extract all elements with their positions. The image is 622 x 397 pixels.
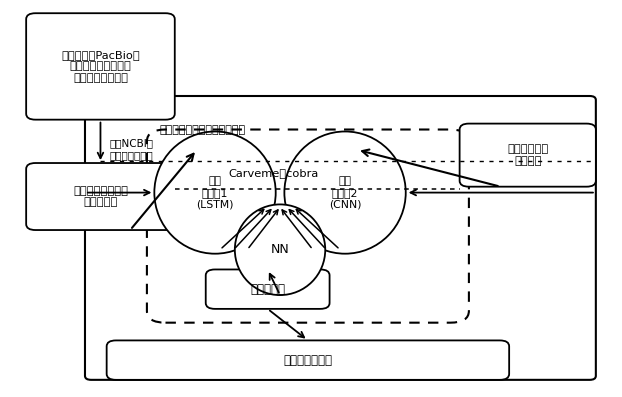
Text: 基因组规模的
代谢网络: 基因组规模的 代谢网络 [507, 145, 549, 166]
FancyBboxPatch shape [106, 340, 509, 380]
Text: 特征
提取器2
(CNN): 特征 提取器2 (CNN) [329, 176, 361, 209]
FancyBboxPatch shape [85, 96, 596, 380]
Text: 不可培养微生物的
基因组数据: 不可培养微生物的 基因组数据 [73, 186, 128, 207]
Text: 去除NCBI上
可培养的微生物: 去除NCBI上 可培养的微生物 [109, 139, 154, 160]
FancyBboxPatch shape [460, 123, 596, 187]
Text: 预测培养基成分深度学习模型: 预测培养基成分深度学习模型 [159, 125, 246, 135]
Text: NN: NN [271, 243, 289, 256]
Text: 三代测序（PacBio、
纳米孔）得到的微生
物的宏基因组数据: 三代测序（PacBio、 纳米孔）得到的微生 物的宏基因组数据 [61, 50, 140, 83]
Ellipse shape [154, 131, 276, 254]
FancyBboxPatch shape [26, 13, 175, 119]
Text: 培养基成分: 培养基成分 [250, 283, 285, 296]
Ellipse shape [284, 131, 406, 254]
Text: 特征
提取器1
(LSTM): 特征 提取器1 (LSTM) [197, 176, 234, 209]
FancyBboxPatch shape [206, 270, 330, 309]
FancyBboxPatch shape [26, 163, 175, 230]
Text: 全自动培养鉴定: 全自动培养鉴定 [284, 354, 332, 367]
Text: Carveme、cobra: Carveme、cobra [229, 168, 319, 178]
Ellipse shape [235, 204, 325, 295]
